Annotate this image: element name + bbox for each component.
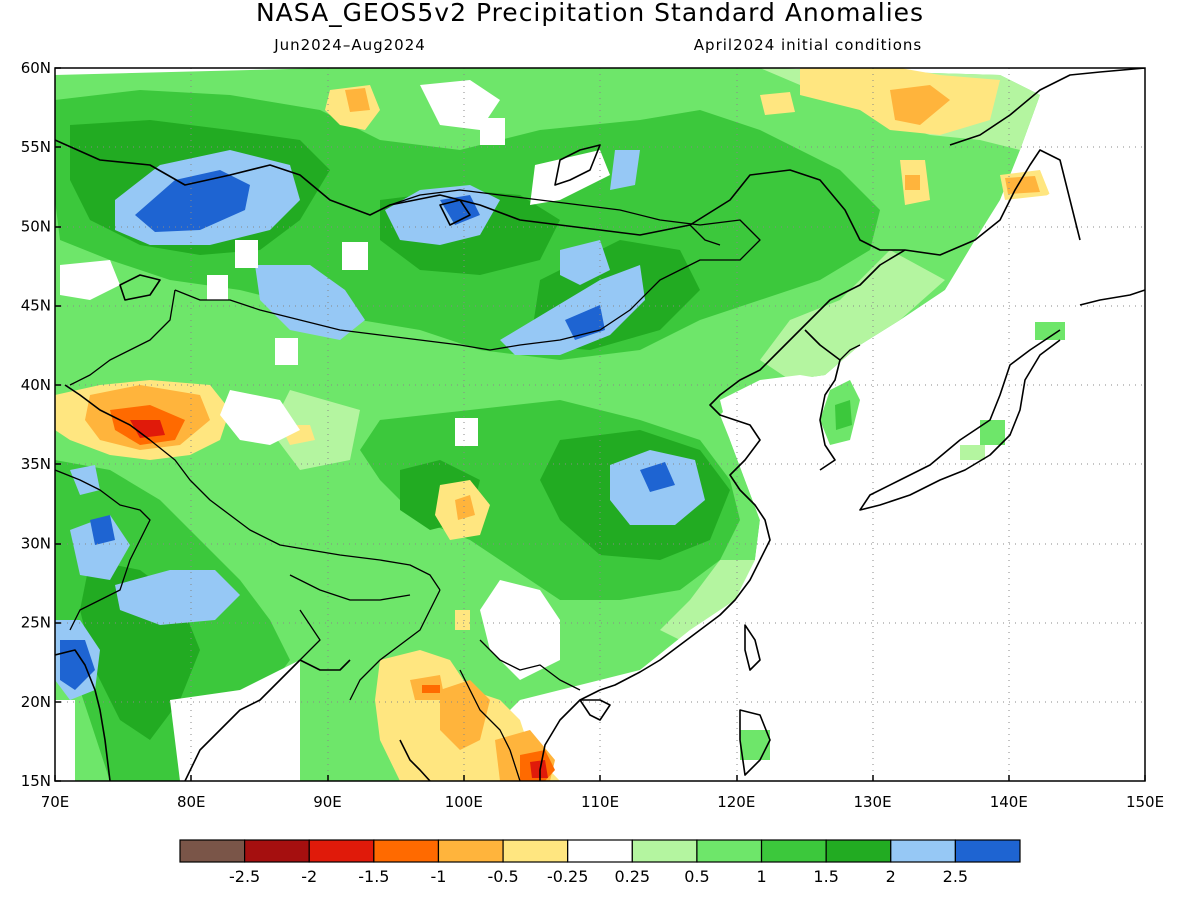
x-tick-label: 100E	[445, 793, 483, 811]
colorbar-swatch	[631, 839, 698, 863]
coastlines	[55, 68, 1145, 781]
colorbar-labels: -2.5 -2 -1.5 -1 -0.5 -0.25 0.25 0.5 1 1.5 2 2.5	[229, 867, 968, 886]
y-tick-label: 50N	[21, 217, 51, 235]
colorbar-tick-label: -2.5	[229, 867, 260, 886]
x-tick-label: 130E	[853, 793, 891, 811]
x-tick-label: 140E	[990, 793, 1028, 811]
y-tick-label: 15N	[21, 772, 51, 790]
y-tick-label: 60N	[21, 59, 51, 77]
colorbar-swatch	[760, 839, 827, 863]
initial-conditions: April2024 initial conditions	[694, 36, 922, 54]
colorbar-tick-label: -0.25	[547, 867, 588, 886]
colorbar-swatch	[567, 839, 633, 863]
x-tick-label: 120E	[717, 793, 755, 811]
colorbar-tick-label: 0.5	[684, 867, 709, 886]
colorbar-swatch	[890, 839, 956, 863]
colorbar-tick-label: 0.25	[614, 867, 650, 886]
y-tick-label: 35N	[21, 455, 51, 473]
colorbar-swatch	[825, 839, 892, 863]
x-tick-label: 70E	[41, 793, 70, 811]
x-tick-label: 80E	[177, 793, 206, 811]
graticule	[55, 68, 1145, 781]
colorbar-tick-label: 1	[756, 867, 766, 886]
colorbar-swatch	[373, 839, 440, 863]
y-tick-label: 40N	[21, 376, 51, 394]
x-tick-label: 90E	[313, 793, 342, 811]
y-tick-label: 55N	[21, 138, 51, 156]
forecast-period: Jun2024–Aug2024	[273, 36, 426, 54]
colorbar-swatch	[502, 839, 569, 863]
colorbar-swatch	[696, 839, 763, 863]
colorbar-tick-label: 1.5	[813, 867, 838, 886]
colorbar-swatch	[244, 839, 310, 863]
map-plot-area	[55, 68, 1145, 781]
longitude-axis: 70E 80E 90E 100E 110E 120E 130E 140E 150E	[41, 793, 1164, 811]
colorbar-tick-label: 2	[886, 867, 896, 886]
x-tick-label: 110E	[581, 793, 619, 811]
y-tick-label: 45N	[21, 297, 51, 315]
colorbar-swatch	[308, 839, 375, 863]
y-tick-label: 25N	[21, 614, 51, 632]
colorbar-legend	[179, 839, 1021, 863]
y-tick-label: 30N	[21, 534, 51, 552]
colorbar-swatch	[437, 839, 504, 863]
country-borders	[55, 189, 861, 781]
colorbar-tick-label: 2.5	[943, 867, 968, 886]
latitude-axis: 15N 20N 25N 30N 35N 40N 45N 50N 55N 60N	[21, 59, 51, 790]
frame-ticks	[54, 67, 1146, 782]
colorbar-tick-label: -1	[430, 867, 446, 886]
colorbar-tick-label: -1.5	[358, 867, 389, 886]
colorbar-tick-label: -0.5	[487, 867, 518, 886]
colorbar-swatch	[179, 839, 246, 863]
x-tick-label: 150E	[1126, 793, 1164, 811]
y-tick-label: 20N	[21, 693, 51, 711]
colorbar-tick-label: -2	[301, 867, 317, 886]
map-title: NASA_GEOS5v2 Precipitation Standard Anom…	[256, 0, 924, 27]
colorbar-swatch	[954, 839, 1021, 863]
